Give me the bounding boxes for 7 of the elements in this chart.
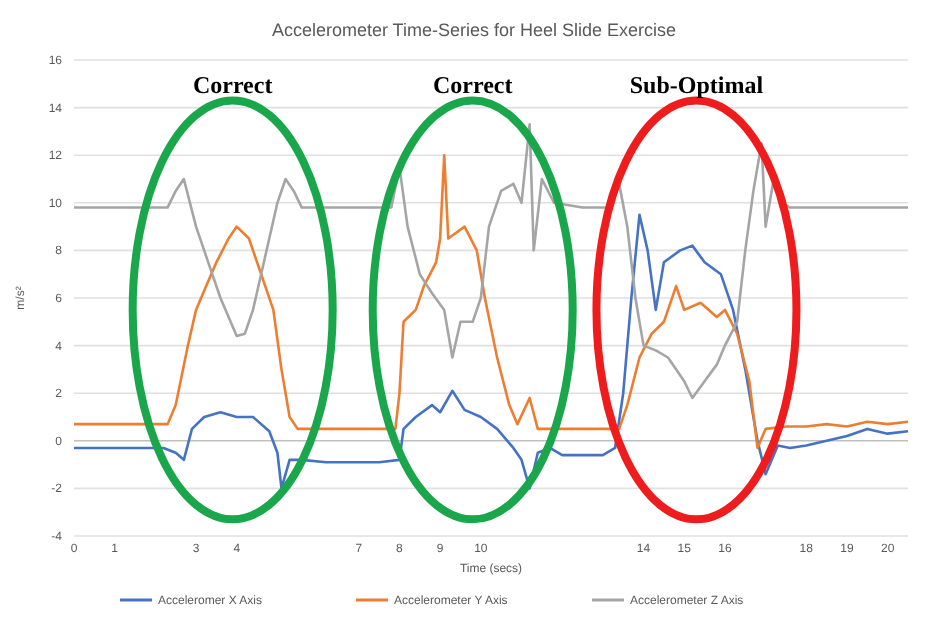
annotation: Correct — [432, 71, 513, 100]
line-series — [72, 122, 910, 400]
annotation: Correct — [192, 71, 273, 100]
annotation: Sub-Optimal — [629, 71, 765, 100]
line-series — [72, 213, 910, 490]
chart-title: Accelerometer Time-Series for Heel Slide Exercise — [271, 20, 677, 40]
line-series — [72, 153, 910, 450]
